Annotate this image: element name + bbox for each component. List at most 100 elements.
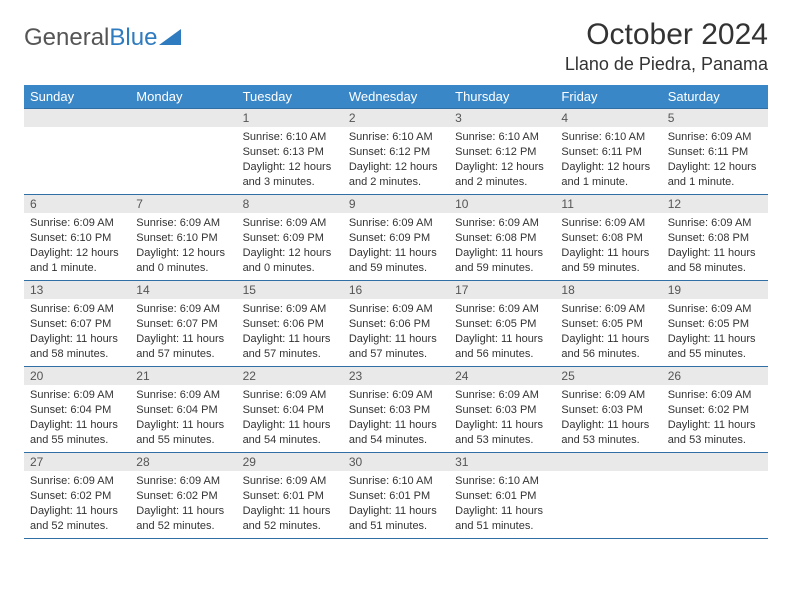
- calendar-cell: 2Sunrise: 6:10 AMSunset: 6:12 PMDaylight…: [343, 109, 449, 195]
- day-daylight: Daylight: 11 hours and 55 minutes.: [136, 418, 230, 448]
- day-sunrise: Sunrise: 6:09 AM: [668, 130, 762, 145]
- day-sunset: Sunset: 6:09 PM: [243, 231, 337, 246]
- day-daylight: Daylight: 11 hours and 55 minutes.: [30, 418, 124, 448]
- day-details: Sunrise: 6:10 AMSunset: 6:13 PMDaylight:…: [237, 127, 343, 193]
- day-number: 16: [343, 281, 449, 299]
- day-sunset: Sunset: 6:12 PM: [349, 145, 443, 160]
- day-daylight: Daylight: 11 hours and 53 minutes.: [455, 418, 549, 448]
- day-number: 6: [24, 195, 130, 213]
- calendar-cell: 9Sunrise: 6:09 AMSunset: 6:09 PMDaylight…: [343, 195, 449, 281]
- day-sunrise: Sunrise: 6:09 AM: [243, 302, 337, 317]
- day-number: 26: [662, 367, 768, 385]
- calendar-cell: 8Sunrise: 6:09 AMSunset: 6:09 PMDaylight…: [237, 195, 343, 281]
- day-daylight: Daylight: 12 hours and 3 minutes.: [243, 160, 337, 190]
- day-header: Friday: [555, 85, 661, 109]
- day-details: Sunrise: 6:09 AMSunset: 6:04 PMDaylight:…: [130, 385, 236, 451]
- day-sunset: Sunset: 6:13 PM: [243, 145, 337, 160]
- day-sunset: Sunset: 6:07 PM: [30, 317, 124, 332]
- day-daylight: Daylight: 11 hours and 59 minutes.: [349, 246, 443, 276]
- day-sunrise: Sunrise: 6:09 AM: [30, 216, 124, 231]
- calendar-cell: 25Sunrise: 6:09 AMSunset: 6:03 PMDayligh…: [555, 367, 661, 453]
- day-number: 15: [237, 281, 343, 299]
- day-daylight: Daylight: 12 hours and 0 minutes.: [136, 246, 230, 276]
- day-sunrise: Sunrise: 6:09 AM: [561, 302, 655, 317]
- calendar-cell: 13Sunrise: 6:09 AMSunset: 6:07 PMDayligh…: [24, 281, 130, 367]
- day-number: 8: [237, 195, 343, 213]
- day-sunset: Sunset: 6:04 PM: [243, 403, 337, 418]
- day-header: Sunday: [24, 85, 130, 109]
- day-sunset: Sunset: 6:06 PM: [349, 317, 443, 332]
- calendar-cell: 10Sunrise: 6:09 AMSunset: 6:08 PMDayligh…: [449, 195, 555, 281]
- day-sunset: Sunset: 6:01 PM: [349, 489, 443, 504]
- day-sunset: Sunset: 6:08 PM: [668, 231, 762, 246]
- day-sunset: Sunset: 6:10 PM: [30, 231, 124, 246]
- day-number: 21: [130, 367, 236, 385]
- day-number: 17: [449, 281, 555, 299]
- day-details: Sunrise: 6:09 AMSunset: 6:06 PMDaylight:…: [237, 299, 343, 365]
- day-number: 10: [449, 195, 555, 213]
- day-sunset: Sunset: 6:03 PM: [561, 403, 655, 418]
- day-sunrise: Sunrise: 6:09 AM: [455, 388, 549, 403]
- day-daylight: Daylight: 11 hours and 52 minutes.: [243, 504, 337, 534]
- day-daylight: Daylight: 11 hours and 59 minutes.: [561, 246, 655, 276]
- day-details: Sunrise: 6:10 AMSunset: 6:12 PMDaylight:…: [343, 127, 449, 193]
- title-block: October 2024 Llano de Piedra, Panama: [565, 18, 768, 75]
- day-daylight: Daylight: 11 hours and 55 minutes.: [668, 332, 762, 362]
- logo-text-1: General: [24, 24, 109, 52]
- day-daylight: Daylight: 11 hours and 57 minutes.: [243, 332, 337, 362]
- calendar-cell: 6Sunrise: 6:09 AMSunset: 6:10 PMDaylight…: [24, 195, 130, 281]
- calendar-cell: 22Sunrise: 6:09 AMSunset: 6:04 PMDayligh…: [237, 367, 343, 453]
- day-sunrise: Sunrise: 6:09 AM: [243, 216, 337, 231]
- header: GeneralBlue October 2024 Llano de Piedra…: [24, 18, 768, 75]
- calendar-cell: 23Sunrise: 6:09 AMSunset: 6:03 PMDayligh…: [343, 367, 449, 453]
- day-details: Sunrise: 6:09 AMSunset: 6:09 PMDaylight:…: [237, 213, 343, 279]
- calendar-week: 1Sunrise: 6:10 AMSunset: 6:13 PMDaylight…: [24, 109, 768, 195]
- day-sunrise: Sunrise: 6:10 AM: [455, 474, 549, 489]
- day-details: Sunrise: 6:09 AMSunset: 6:02 PMDaylight:…: [130, 471, 236, 537]
- calendar-cell: 19 Sunrise: 6:09 AMSunset: 6:05 PMDayligh…: [662, 281, 768, 367]
- calendar-cell: 20Sunrise: 6:09 AMSunset: 6:04 PMDayligh…: [24, 367, 130, 453]
- day-details: Sunrise: 6:09 AMSunset: 6:03 PMDaylight:…: [555, 385, 661, 451]
- calendar-cell: [555, 453, 661, 539]
- day-number: [130, 109, 236, 127]
- day-sunrise: Sunrise: 6:09 AM: [349, 388, 443, 403]
- logo-text-2: Blue: [109, 24, 157, 52]
- day-sunset: Sunset: 6:07 PM: [136, 317, 230, 332]
- day-sunset: Sunset: 6:02 PM: [136, 489, 230, 504]
- day-daylight: Daylight: 11 hours and 56 minutes.: [561, 332, 655, 362]
- day-details: Sunrise: 6:09 AMSunset: 6:04 PMDaylight:…: [237, 385, 343, 451]
- day-details: Sunrise: 6:10 AMSunset: 6:12 PMDaylight:…: [449, 127, 555, 193]
- day-daylight: Daylight: 11 hours and 53 minutes.: [561, 418, 655, 448]
- day-sunset: Sunset: 6:06 PM: [243, 317, 337, 332]
- day-daylight: Daylight: 11 hours and 51 minutes.: [455, 504, 549, 534]
- day-sunset: Sunset: 6:03 PM: [349, 403, 443, 418]
- day-sunrise: Sunrise: 6:09 AM: [668, 216, 762, 231]
- day-number: [24, 109, 130, 127]
- calendar-cell: 21Sunrise: 6:09 AMSunset: 6:04 PMDayligh…: [130, 367, 236, 453]
- day-sunset: Sunset: 6:05 PM: [455, 317, 549, 332]
- calendar-week: 20Sunrise: 6:09 AMSunset: 6:04 PMDayligh…: [24, 367, 768, 453]
- day-details: Sunrise: 6:09 AMSunset: 6:02 PMDaylight:…: [24, 471, 130, 537]
- day-details: Sunrise: 6:09 AMSunset: 6:02 PMDaylight:…: [662, 385, 768, 451]
- day-number: 23: [343, 367, 449, 385]
- day-number: 18: [555, 281, 661, 299]
- day-details: Sunrise: 6:09 AMSunset: 6:01 PMDaylight:…: [237, 471, 343, 537]
- day-daylight: Daylight: 11 hours and 52 minutes.: [30, 504, 124, 534]
- day-number: 13: [24, 281, 130, 299]
- calendar-cell: 29Sunrise: 6:09 AMSunset: 6:01 PMDayligh…: [237, 453, 343, 539]
- day-sunrise: Sunrise: 6:09 AM: [668, 302, 762, 317]
- day-daylight: Daylight: 12 hours and 1 minute.: [561, 160, 655, 190]
- calendar-cell: 18Sunrise: 6:09 AMSunset: 6:05 PMDayligh…: [555, 281, 661, 367]
- day-sunrise: Sunrise: 6:10 AM: [455, 130, 549, 145]
- day-sunset: Sunset: 6:05 PM: [668, 317, 762, 332]
- calendar-cell: 5Sunrise: 6:09 AMSunset: 6:11 PMDaylight…: [662, 109, 768, 195]
- calendar-body: 1Sunrise: 6:10 AMSunset: 6:13 PMDaylight…: [24, 109, 768, 539]
- day-number: 19: [662, 281, 768, 299]
- day-daylight: Daylight: 11 hours and 51 minutes.: [349, 504, 443, 534]
- day-details: Sunrise: 6:10 AMSunset: 6:01 PMDaylight:…: [449, 471, 555, 537]
- day-number: 20: [24, 367, 130, 385]
- day-details: Sunrise: 6:09 AMSunset: 6:07 PMDaylight:…: [24, 299, 130, 365]
- day-number: 22: [237, 367, 343, 385]
- day-number: 1: [237, 109, 343, 127]
- day-sunrise: Sunrise: 6:09 AM: [561, 216, 655, 231]
